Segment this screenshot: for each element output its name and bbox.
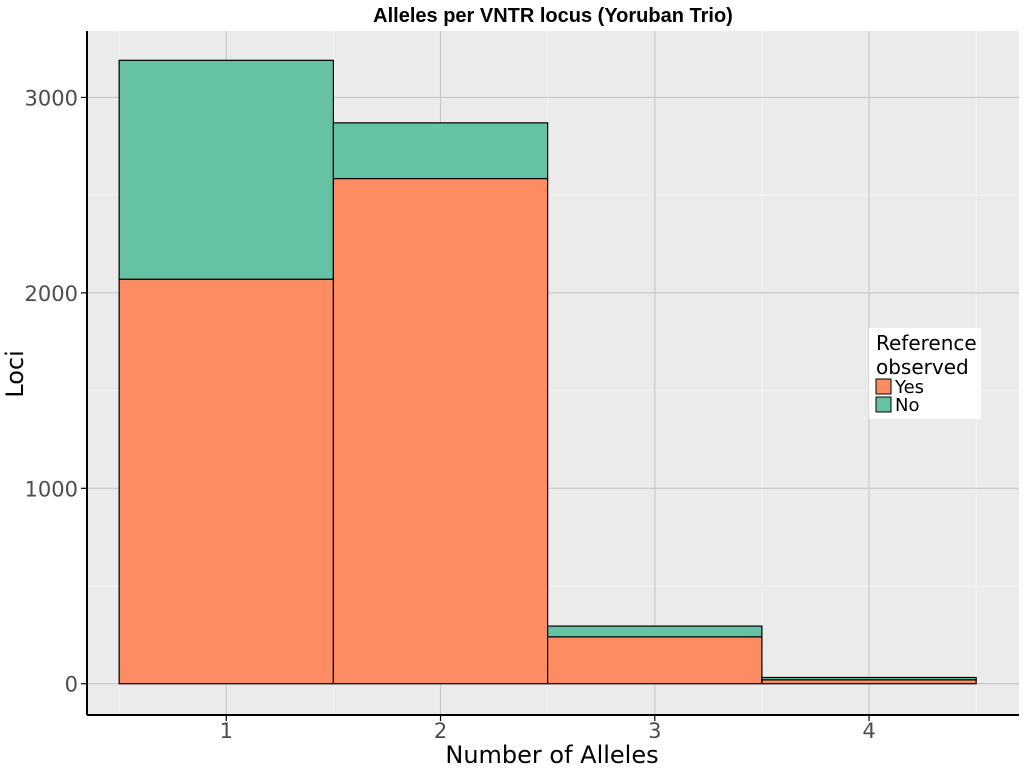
x-tick-label: 2 (434, 719, 447, 743)
y-tick-label: 1000 (25, 477, 78, 501)
y-tick-label: 3000 (25, 86, 78, 110)
bar-no-2 (332, 122, 549, 180)
legend-title-line-2: observed (876, 355, 969, 379)
legend: Reference observed Yes No (869, 328, 981, 419)
y-tick-label: 2000 (25, 282, 78, 306)
legend-title-line-1: Reference (876, 331, 977, 355)
bar-yes-2 (332, 177, 549, 685)
bars (118, 59, 977, 685)
legend-label-yes: Yes (894, 377, 924, 398)
bar-no-1 (118, 59, 334, 280)
bar-yes-3 (547, 636, 763, 685)
x-axis-title: Number of Alleles (445, 741, 658, 768)
legend-key-no (875, 396, 892, 413)
x-tick-label: 3 (648, 719, 661, 743)
chart-title: Alleles per VNTR locus (Yoruban Trio) (373, 5, 733, 27)
y-tick-label: 0 (65, 673, 78, 697)
bar-no-3 (547, 625, 763, 638)
y-ticks: 0 1000 2000 3000 (25, 86, 87, 697)
x-ticks: 1 2 3 4 (220, 715, 876, 743)
bar-yes-1 (118, 278, 334, 685)
legend-label-no: No (895, 395, 919, 416)
legend-key-yes (875, 378, 892, 395)
bar-no-4 (761, 676, 977, 681)
x-tick-label: 1 (220, 719, 233, 743)
x-tick-label: 4 (862, 719, 875, 743)
y-axis-title: Loci (1, 350, 29, 398)
